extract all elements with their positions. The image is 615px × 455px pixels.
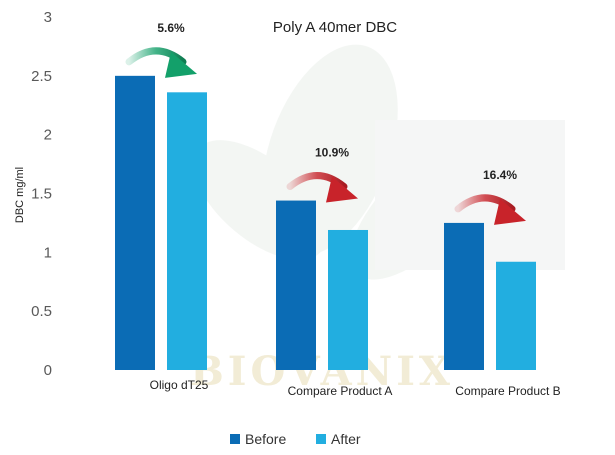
- bar-before-3: [444, 222, 484, 370]
- curved-arrow-down-right-icon: [125, 47, 197, 78]
- percent-change-label: 16.4%: [483, 168, 517, 182]
- y-tick-label: 2: [44, 127, 52, 144]
- watermark-leaf-graphic: [193, 44, 565, 280]
- legend: Before After: [230, 431, 361, 447]
- legend-swatch-after: [316, 434, 326, 444]
- legend-label: After: [331, 431, 361, 447]
- y-tick-label: 0.5: [31, 303, 52, 320]
- legend-swatch-before: [230, 434, 240, 444]
- curved-arrow-down-right-icon: [286, 172, 358, 203]
- x-tick-label: Compare Product A: [288, 384, 393, 398]
- x-tick-label: Oligo dT25: [150, 378, 209, 392]
- y-tick-label: 0: [44, 362, 52, 379]
- y-axis-label: DBC mg/ml: [14, 167, 26, 223]
- percent-change-label: 10.9%: [315, 146, 349, 160]
- bar-before-2: [276, 200, 316, 370]
- y-tick-label: 3: [44, 9, 52, 26]
- bar-after-2: [328, 229, 368, 370]
- bar-after-1: [167, 92, 207, 370]
- y-tick-label: 2.5: [31, 68, 52, 85]
- curved-arrow-down-right-icon: [454, 194, 526, 225]
- watermark-text: BIOVANIX: [190, 348, 454, 395]
- bar-after-3: [496, 261, 536, 370]
- bar-before-1: [115, 75, 155, 370]
- percent-change-label: 5.6%: [157, 21, 185, 35]
- x-tick-label: Compare Product B: [455, 384, 560, 398]
- y-tick-label: 1: [44, 244, 52, 261]
- y-tick-label: 1.5: [31, 186, 52, 203]
- chart-title: Poly A 40mer DBC: [273, 19, 397, 36]
- legend-label: Before: [245, 431, 286, 447]
